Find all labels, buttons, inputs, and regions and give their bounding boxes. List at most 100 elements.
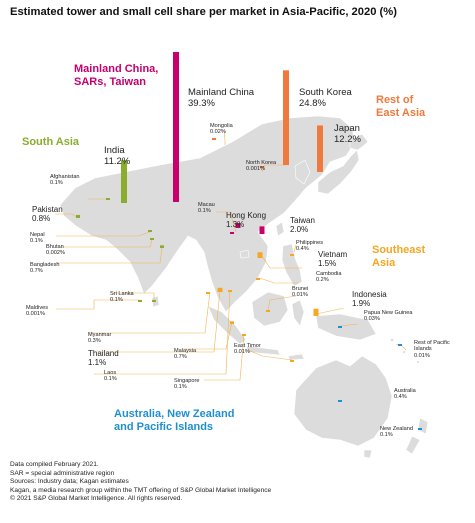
share-bar-pakistan [76, 214, 80, 218]
market-name: Bangladesh [30, 262, 60, 268]
sulawesi-landmass [291, 299, 305, 327]
market-name: Afghanistan [50, 174, 80, 180]
market-name: South Korea [299, 87, 352, 98]
market-label-taiwan: Taiwan 2.0% [290, 216, 315, 234]
share-bar-rest-of-pacific-islands [398, 344, 402, 346]
market-label-east-timor: East Timor 0.01% [234, 343, 261, 356]
market-name: Philippines [296, 240, 324, 246]
leader-line [216, 211, 237, 233]
market-label-afghanistan: Afghanistan 0.1% [50, 174, 80, 187]
region-line: Southeast [372, 244, 426, 256]
share-bar-philippines [290, 254, 294, 256]
share-bar-taiwan [259, 226, 265, 234]
market-value: 0.3% [88, 338, 101, 345]
market-label-bhutan: Bhutan 0.002% [46, 244, 65, 257]
market-value: 0.001% [246, 166, 265, 173]
share-bar-thailand [217, 287, 223, 292]
market-value: 0.2% [316, 277, 329, 284]
share-bar-mongolia [212, 138, 216, 140]
market-name: North Korea [246, 160, 277, 166]
share-bar-south-korea [283, 70, 289, 165]
market-name: India [104, 145, 125, 156]
leader-line [259, 277, 299, 284]
market-name: Singapore [174, 378, 200, 384]
market-name: Rest of Pacific Islands [414, 340, 450, 353]
australia-landmass [293, 355, 393, 447]
share-bar-hong-kong [235, 223, 241, 228]
share-bar-vietnam [257, 252, 263, 258]
pacific-island-mark [390, 338, 394, 342]
share-bar-bangladesh [160, 245, 164, 248]
market-name: Sri Lanka [110, 291, 134, 297]
market-value: 0.1% [50, 180, 63, 187]
leader-line [223, 129, 226, 145]
region-line: East Asia [376, 107, 426, 120]
market-name: Australia [394, 388, 416, 394]
footer-line: Kagan, a media research group within the… [10, 486, 272, 494]
region-label-oceania: Australia, New Zealand and Pacific Islan… [114, 408, 234, 434]
share-bar-sri-lanka [152, 300, 156, 302]
market-name: Brunei [292, 286, 309, 292]
market-label-australia: Australia 0.4% [394, 388, 416, 401]
leader-line [112, 292, 155, 300]
market-name: Cambodia [316, 271, 342, 277]
leader-line [184, 321, 233, 350]
region-label-china-group: Mainland China, SARs, Taiwan [74, 63, 158, 89]
market-label-indonesia: Indonesia 1.9% [352, 290, 387, 308]
market-name: Malaysia [174, 348, 197, 354]
region-line: Asia [372, 257, 396, 270]
leader-line [56, 299, 140, 310]
market-value: 0.01% [414, 352, 430, 359]
market-label-india: India 11.2% [104, 145, 130, 168]
market-label-rest-of-pacific-islands: Rest of Pacific Islands 0.01% [414, 340, 468, 359]
market-value: 0.1% [174, 384, 187, 391]
footer-line: Data compiled February 2021. [10, 461, 99, 468]
market-label-south-korea: South Korea 24.8% [299, 87, 352, 110]
market-name: Indonesia [352, 290, 387, 299]
java-landmass [245, 345, 281, 356]
share-bar-indonesia [313, 308, 319, 316]
taiwan-landmass [275, 221, 285, 237]
market-label-nepal: Nepal 0.1% [30, 232, 45, 245]
market-value: 1.3% [226, 220, 245, 230]
market-value: 0.8% [32, 214, 51, 224]
footer-line: © 2021 S&P Global Market Intelligence. A… [10, 495, 183, 503]
share-bar-laos [228, 290, 232, 292]
market-value: 0.1% [30, 238, 43, 245]
new-zealand-south-landmass [405, 435, 421, 455]
pacific-island-mark [416, 360, 420, 364]
market-value: 0.4% [296, 246, 309, 253]
leader-line [315, 307, 345, 315]
market-value: 39.3% [188, 97, 215, 109]
timor-landmass [287, 353, 305, 361]
region-line: Rest of [376, 94, 414, 106]
korea-landmass [294, 159, 311, 185]
market-value: 12.2% [334, 133, 361, 145]
market-name: Hong Kong [226, 211, 267, 220]
market-name: Papua New Guinea [364, 310, 413, 316]
leader-line [56, 231, 151, 237]
market-value: 0.7% [30, 268, 43, 275]
footer-notes: Data compiled February 2021. SAR = speci… [10, 461, 271, 504]
market-name: Maldives [26, 305, 49, 311]
market-name: Japan [334, 123, 360, 134]
footer-line: Sources: Industry data; Kagan estimates [10, 478, 129, 486]
market-label-bangladesh: Bangladesh 0.7% [30, 262, 60, 275]
market-label-sri-lanka: Sri Lanka 0.1% [110, 291, 134, 304]
leader-line [293, 244, 297, 253]
market-label-pakistan: Pakistan 0.8% [32, 205, 63, 223]
market-label-philippines: Philippines 0.4% [296, 240, 323, 253]
market-value: 0.02% [210, 129, 226, 136]
hokkaido-landmass [349, 133, 369, 151]
market-name: New Zealand [380, 426, 413, 432]
market-name: Mongolia [210, 123, 233, 129]
region-label-east-asia: Rest of East Asia [376, 94, 425, 120]
share-bar-macau [230, 232, 234, 234]
share-bar-maldives [138, 300, 142, 302]
market-value: 0.1% [104, 376, 117, 383]
market-label-mongolia: Mongolia 0.02% [210, 123, 233, 136]
leader-line [60, 239, 153, 248]
share-bar-australia [338, 400, 342, 402]
japan-landmass [317, 149, 360, 195]
